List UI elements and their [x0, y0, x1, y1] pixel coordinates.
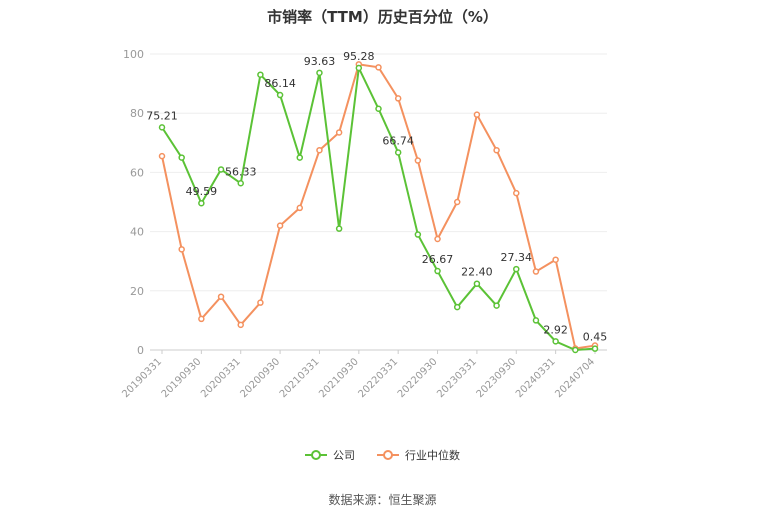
- x-tick-label: 20190331: [120, 356, 164, 400]
- data-point: [198, 199, 205, 207]
- data-label: 26.67: [422, 253, 454, 266]
- data-point: [257, 299, 264, 306]
- data-point: [453, 303, 461, 311]
- data-source: 数据来源：恒生聚源: [328, 493, 437, 507]
- x-tick-label: 20240331: [514, 356, 558, 400]
- legend-item-company[interactable]: 公司: [305, 447, 355, 463]
- data-point: [394, 149, 402, 156]
- data-point: [473, 280, 481, 287]
- data-point: [493, 146, 500, 154]
- x-tick-label: 20210331: [278, 356, 322, 400]
- x-tick-label: 20200331: [199, 356, 243, 400]
- data-label: 93.63: [304, 55, 336, 68]
- data-point: [394, 95, 402, 102]
- data-point: [375, 105, 382, 113]
- legend-label-industry: 行业中位数: [405, 449, 460, 462]
- data-label: 75.21: [146, 109, 178, 122]
- x-tick-label: 20190930: [160, 356, 204, 400]
- data-label: 49.59: [186, 185, 218, 198]
- chart-title: 市销率（TTM）历史百分位（%）: [267, 8, 498, 26]
- data-label: 22.40: [461, 266, 493, 279]
- y-tick-label: 60: [130, 166, 144, 179]
- data-point: [591, 345, 599, 352]
- data-point: [552, 338, 559, 345]
- data-point: [335, 225, 343, 232]
- y-tick-label: 80: [130, 107, 144, 120]
- legend-label-company: 公司: [333, 449, 355, 462]
- data-label: 95.28: [343, 50, 375, 63]
- x-tick-label: 20210930: [317, 356, 361, 400]
- data-point: [473, 111, 481, 118]
- data-point: [414, 157, 422, 164]
- x-tick-label: 20230930: [475, 356, 519, 400]
- data-point: [217, 166, 225, 173]
- y-tick-label: 100: [123, 48, 144, 61]
- data-label: 0.45: [583, 331, 608, 344]
- data-point: [296, 154, 304, 161]
- x-tick-label: 20230331: [435, 356, 479, 400]
- data-point: [158, 152, 166, 160]
- data-label: 2.92: [543, 323, 568, 336]
- data-point: [513, 265, 520, 273]
- data-label: 66.74: [382, 134, 414, 147]
- data-point: [532, 268, 540, 275]
- data-label: 27.34: [501, 251, 533, 264]
- data-point: [453, 198, 461, 206]
- data-point: [198, 315, 205, 323]
- data-point: [414, 231, 422, 238]
- data-point: [434, 267, 441, 275]
- data-point: [276, 222, 284, 229]
- y-tick-label: 40: [130, 226, 144, 239]
- data-label: 56.33: [225, 165, 257, 178]
- data-point: [237, 180, 244, 187]
- data-point: [257, 71, 264, 78]
- data-point: [355, 64, 363, 72]
- x-tick-label: 20240704: [553, 356, 597, 400]
- data-point: [335, 129, 343, 136]
- data-label: 86.14: [264, 77, 296, 90]
- data-point: [178, 246, 185, 253]
- data-point: [237, 321, 244, 329]
- data-point: [532, 317, 540, 324]
- data-point: [178, 154, 185, 161]
- x-tick-label: 20220930: [396, 356, 440, 400]
- data-point: [316, 146, 323, 154]
- x-tick-label: 20220331: [357, 356, 401, 400]
- data-point: [296, 204, 304, 212]
- data-point: [316, 69, 323, 77]
- data-point: [552, 256, 559, 263]
- legend: 公司 行业中位数: [0, 447, 765, 463]
- y-tick-label: 0: [137, 344, 144, 357]
- data-point: [572, 346, 579, 354]
- x-tick-label: 20200930: [238, 356, 282, 400]
- legend-industry-icon: [377, 450, 399, 460]
- legend-item-industry[interactable]: 行业中位数: [377, 447, 460, 463]
- data-point: [276, 91, 284, 99]
- data-point: [434, 235, 441, 243]
- y-tick-label: 20: [130, 285, 144, 298]
- data-point: [493, 302, 500, 309]
- legend-company-icon: [305, 450, 327, 460]
- data-point: [513, 189, 520, 197]
- data-point: [158, 124, 166, 131]
- data-point: [375, 64, 382, 71]
- data-point: [217, 293, 225, 300]
